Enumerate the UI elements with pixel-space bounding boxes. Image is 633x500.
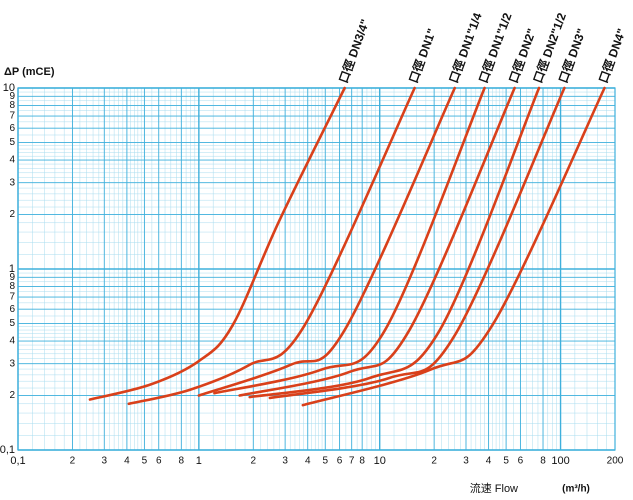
x-tick-label: 8	[179, 456, 185, 467]
curve	[248, 86, 541, 399]
y-tick-label: 8	[9, 100, 15, 111]
x-tick-label: 6	[518, 456, 524, 467]
x-axis-title: 流速 Flow	[470, 481, 518, 495]
x-tick-label: 4	[305, 456, 311, 467]
y-tick-label: 3	[9, 358, 15, 369]
curve-label: 口徑 DN3/4"	[335, 17, 372, 85]
x-tick-label: 100	[551, 455, 569, 467]
y-tick-label: 4	[9, 336, 15, 347]
x-tick-label: 2	[431, 456, 437, 467]
plot-frame	[17, 87, 616, 451]
y-tick-label: 2	[9, 209, 15, 220]
y-tick-label: 3	[9, 177, 15, 188]
x-tick-label: 7	[349, 456, 355, 467]
x-tick-label: 6	[156, 456, 162, 467]
x-tick-label: 5	[503, 456, 509, 467]
x-tick-label: 3	[463, 456, 469, 467]
y-tick-label: 5	[9, 318, 15, 329]
x-tick-label: 6	[337, 456, 343, 467]
x-tick-label: 2	[251, 456, 257, 467]
y-tick-label: 4	[9, 155, 15, 166]
y-tick-label: 7	[9, 292, 15, 303]
x-tick-label: 200	[607, 456, 624, 467]
curve	[238, 86, 516, 397]
y-tick-label: 9	[9, 272, 15, 283]
curve	[213, 86, 486, 395]
y-tick-label: 6	[9, 123, 15, 134]
curve-label: 口徑 DN1"	[405, 26, 439, 85]
y-tick-label: 10	[3, 82, 15, 94]
y-tick-label: 0,1	[0, 444, 15, 456]
curve	[88, 86, 346, 401]
curve	[268, 86, 566, 400]
y-tick-label: 9	[9, 91, 15, 102]
curve-label: 口徑 DN4"	[595, 26, 629, 85]
y-tick-label: 1	[9, 263, 15, 275]
y-tick-label: 6	[9, 304, 15, 315]
curve	[197, 86, 457, 397]
x-tick-label: 4	[486, 456, 492, 467]
x-tick-label: 10	[374, 455, 386, 467]
x-tick-label: 3	[102, 456, 108, 467]
x-tick-label: 5	[142, 456, 148, 467]
y-tick-label: 7	[9, 111, 15, 122]
y-tick-label: 2	[9, 390, 15, 401]
x-tick-label: 5	[322, 456, 328, 467]
x-tick-label: 4	[124, 456, 130, 467]
y-tick-label: 5	[9, 137, 15, 148]
x-tick-label: 8	[540, 456, 546, 467]
y-tick-label: 8	[9, 281, 15, 292]
curve	[301, 86, 606, 407]
x-tick-label: 3	[282, 456, 288, 467]
x-tick-label: 2	[70, 456, 76, 467]
x-tick-label: 1	[196, 455, 202, 467]
x-tick-label: 8	[359, 456, 365, 467]
curve	[127, 86, 416, 406]
x-axis-unit: (m³/h)	[562, 484, 590, 495]
y-axis-title: ΔP (mCE)	[4, 66, 55, 78]
x-tick-label: 0,1	[10, 455, 25, 467]
